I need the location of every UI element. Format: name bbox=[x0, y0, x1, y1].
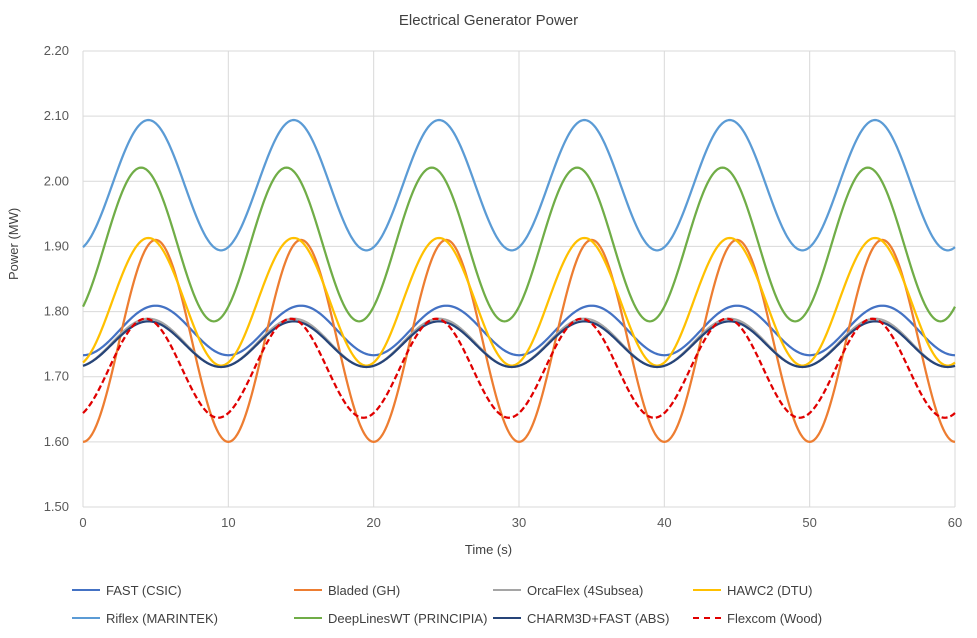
series-line-4 bbox=[82, 118, 956, 252]
legend-item: Bladed (GH) bbox=[294, 581, 400, 599]
legend: FAST (CSIC) Bladed (GH) OrcaFlex (4Subsea)… bbox=[0, 578, 977, 634]
legend-label: Flexcom (Wood) bbox=[727, 610, 823, 626]
series-line-6 bbox=[82, 320, 956, 369]
y-axis-title: Power (MW) bbox=[6, 207, 21, 280]
y-tick-label: 2.00 bbox=[44, 173, 69, 188]
x-tick-label: 50 bbox=[802, 515, 816, 530]
x-tick-label: 60 bbox=[948, 515, 962, 530]
series-line-7 bbox=[82, 317, 956, 419]
x-axis-title: Time (s) bbox=[464, 542, 513, 557]
legend-label: Riflex (MARINTEK) bbox=[106, 610, 218, 626]
legend-item: HAWC2 (DTU) bbox=[693, 581, 812, 599]
y-tick-label: 2.20 bbox=[44, 43, 69, 58]
legend-label: HAWC2 (DTU) bbox=[727, 582, 813, 598]
series-line-3 bbox=[82, 236, 956, 367]
legend-label: Bladed (GH) bbox=[328, 582, 401, 598]
legend-item: FAST (CSIC) bbox=[72, 581, 182, 599]
y-tick-label: 1.90 bbox=[44, 238, 69, 253]
x-tick-label: 30 bbox=[512, 515, 526, 530]
x-tick-label: 20 bbox=[366, 515, 380, 530]
legend-label: FAST (CSIC) bbox=[106, 582, 182, 598]
legend-label: DeepLinesWT (PRINCIPIA) bbox=[328, 610, 488, 626]
y-tick-label: 1.70 bbox=[44, 369, 69, 384]
legend-label: OrcaFlex (4Subsea) bbox=[527, 582, 644, 598]
series-line-5 bbox=[81, 166, 956, 323]
legend-label: CHARM3D+FAST (ABS) bbox=[527, 610, 670, 626]
y-tick-label: 2.10 bbox=[44, 108, 69, 123]
legend-swatch bbox=[493, 589, 521, 591]
y-tick-label: 1.60 bbox=[44, 434, 69, 449]
legend-swatch bbox=[294, 617, 322, 619]
x-tick-label: 40 bbox=[657, 515, 671, 530]
legend-item: DeepLinesWT (PRINCIPIA) bbox=[294, 609, 487, 627]
y-tick-label: 1.50 bbox=[44, 499, 69, 514]
legend-item: OrcaFlex (4Subsea) bbox=[493, 581, 643, 599]
legend-swatch bbox=[72, 589, 100, 591]
legend-swatch bbox=[294, 589, 322, 591]
x-tick-label: 0 bbox=[79, 515, 86, 530]
legend-swatch bbox=[493, 617, 521, 619]
legend-item: CHARM3D+FAST (ABS) bbox=[493, 609, 669, 627]
series-line-1 bbox=[82, 238, 956, 443]
series-line-0 bbox=[82, 304, 956, 357]
x-tick-label: 10 bbox=[221, 515, 235, 530]
legend-swatch bbox=[693, 617, 721, 619]
legend-swatch bbox=[693, 589, 721, 591]
y-tick-label: 1.80 bbox=[44, 304, 69, 319]
legend-item: Flexcom (Wood) bbox=[693, 609, 822, 627]
legend-swatch bbox=[72, 617, 100, 619]
chart-title: Electrical Generator Power bbox=[398, 12, 579, 29]
legend-item: Riflex (MARINTEK) bbox=[72, 609, 218, 627]
